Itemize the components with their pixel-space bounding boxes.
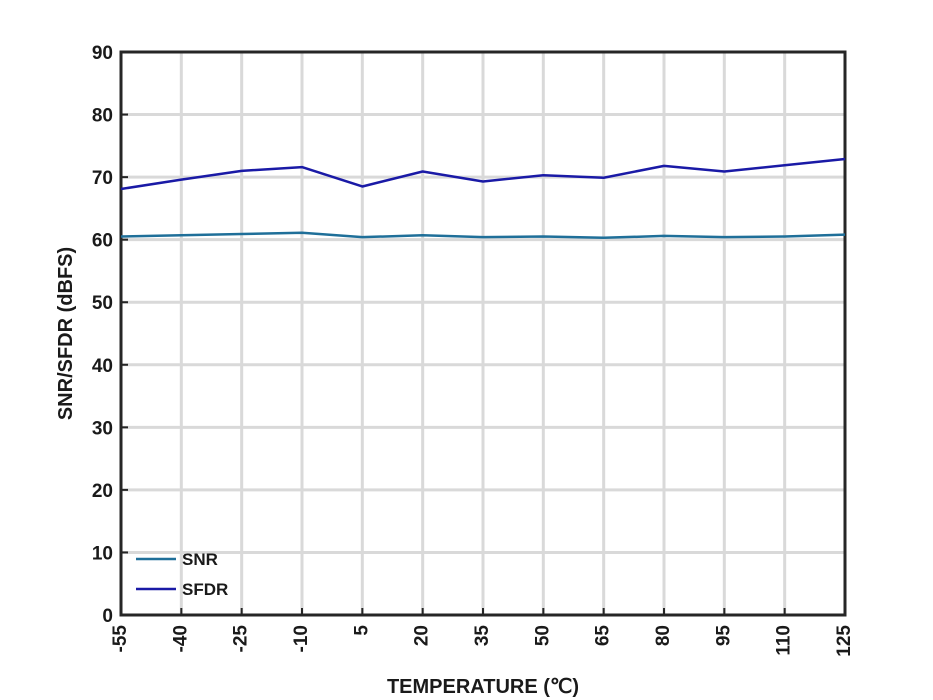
plot-frame — [119, 50, 847, 617]
y-tick-label: 60 — [92, 231, 113, 252]
x-tick-label: 95 — [713, 625, 734, 647]
y-tick-label: 30 — [92, 418, 113, 439]
y-tick-label: 70 — [92, 168, 113, 189]
y-tick-label: 90 — [92, 43, 113, 64]
x-tick-label: 125 — [834, 625, 855, 657]
legend-label-sfdr: SFDR — [182, 580, 228, 599]
y-tick-label: 20 — [92, 481, 113, 502]
series-lines — [120, 157, 846, 240]
series-line-snr — [120, 231, 846, 240]
x-tick-label: -25 — [231, 625, 252, 653]
y-tick-label: 80 — [92, 106, 113, 127]
x-tick-label: 5 — [351, 625, 372, 636]
x-tick-label: -10 — [291, 625, 312, 652]
legend-label-snr: SNR — [182, 550, 218, 569]
x-tick-label: 35 — [472, 625, 493, 647]
x-tick-label: -40 — [170, 625, 191, 652]
y-tick-labels: 0 10 20 30 40 50 60 70 80 90 — [92, 43, 113, 627]
y-tick-label: 50 — [92, 293, 113, 314]
y-tick-label: 10 — [92, 543, 113, 564]
y-tick-label: 40 — [92, 356, 113, 377]
x-tick-labels: -55 -40 -25 -10 5 20 35 50 65 80 95 110 125 — [110, 625, 855, 657]
x-tick-label: 50 — [532, 625, 553, 646]
x-tick-label: -55 — [110, 625, 131, 653]
x-tick-label: 20 — [412, 625, 433, 646]
legend: SNR SFDR — [136, 550, 228, 599]
x-axis-title: TEMPERATURE (℃) — [387, 676, 579, 698]
x-tick-label: 110 — [774, 625, 795, 656]
series-line-sfdr — [120, 157, 846, 191]
x-tick-label: 65 — [593, 625, 614, 647]
y-axis-title: SNR/SFDR (dBFS) — [55, 247, 77, 420]
y-tick-label: 0 — [102, 606, 113, 627]
x-tick-label: 80 — [653, 625, 674, 646]
